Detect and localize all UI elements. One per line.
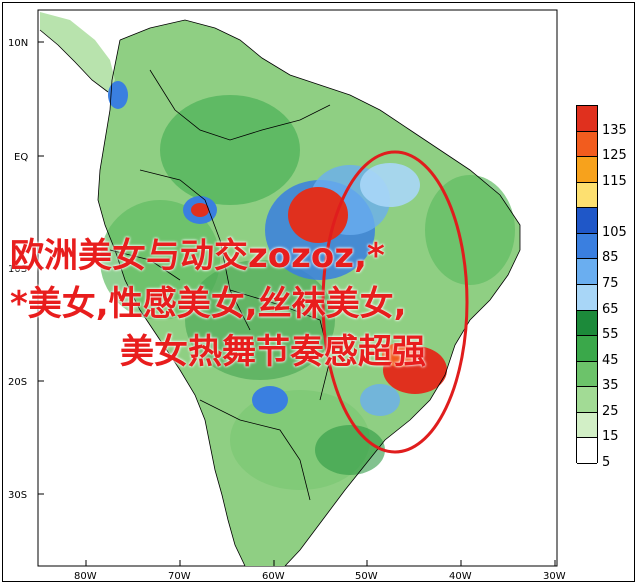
precip-blobs: [100, 81, 515, 490]
legend-label: 65: [602, 301, 619, 317]
legend-swatch: [577, 310, 597, 337]
green-zone-east: [425, 175, 515, 285]
highlight-ellipse: [321, 150, 469, 454]
legend-swatch: [577, 106, 597, 132]
country-borders: [39, 19, 521, 567]
legend-label: 35: [602, 378, 619, 394]
legend-label: 25: [602, 403, 619, 419]
legend-swatch: [577, 336, 597, 362]
legend-swatch: [577, 233, 597, 260]
lat-label-20s: 20S: [8, 377, 27, 388]
blue-zone-coast: [360, 163, 420, 207]
legend-label: 125: [602, 148, 627, 164]
lat-label-eq: EQ: [14, 152, 28, 163]
legend-swatch: [577, 387, 597, 413]
blue-zone-southeast: [360, 384, 400, 416]
lon-label-40w: 40W: [449, 571, 472, 582]
blue-zone-southwest: [252, 386, 288, 414]
lon-label-60w: 60W: [262, 571, 285, 582]
central-america-land: [40, 12, 115, 92]
lat-label-30s: 30S: [8, 490, 27, 501]
legend-swatch: [577, 208, 597, 234]
legend-swatch: [577, 131, 597, 158]
color-legend: [576, 105, 598, 464]
legend-label: 105: [602, 224, 627, 240]
axis-ticks: [38, 41, 556, 566]
green-zone-central: [185, 260, 335, 380]
legend-swatch: [577, 285, 597, 311]
overlay-text-line-3: 美女热舞节奏感超强: [120, 332, 426, 372]
lon-label-50w: 50W: [355, 571, 378, 582]
overlay-text-line-2: *美女,性感美女,丝袜美女,: [10, 284, 407, 324]
dark-green-zone-south: [315, 425, 385, 475]
legend-label: 55: [602, 327, 619, 343]
lon-label-70w: 70W: [168, 571, 191, 582]
green-zone-north: [160, 95, 300, 205]
legend-label: 15: [602, 429, 619, 445]
lon-label-30w: 30W: [543, 571, 566, 582]
overlay-text-line-1: 欧洲美女与动交zozoz,*: [10, 236, 385, 276]
legend-swatch: [577, 157, 597, 183]
legend-label: 75: [602, 276, 619, 291]
lat-label-10n: 10N: [8, 38, 28, 49]
legend-swatch: [577, 361, 597, 388]
legend-swatch: [577, 438, 597, 464]
legend-label: 115: [602, 173, 627, 189]
legend-label: 45: [602, 352, 619, 368]
lat-label-10s: 10S: [8, 264, 27, 275]
legend-label: 85: [602, 250, 619, 266]
legend-label: 5: [602, 455, 611, 470]
lon-label-80w: 80W: [74, 571, 97, 582]
legend-swatch: [577, 182, 597, 209]
orange-zone-southeast: [382, 343, 418, 367]
legend-swatch: [577, 259, 597, 285]
legend-label: 135: [602, 122, 627, 138]
red-zone-small-west: [191, 203, 209, 217]
legend-swatch: [577, 412, 597, 439]
blue-zone-north: [108, 81, 128, 109]
